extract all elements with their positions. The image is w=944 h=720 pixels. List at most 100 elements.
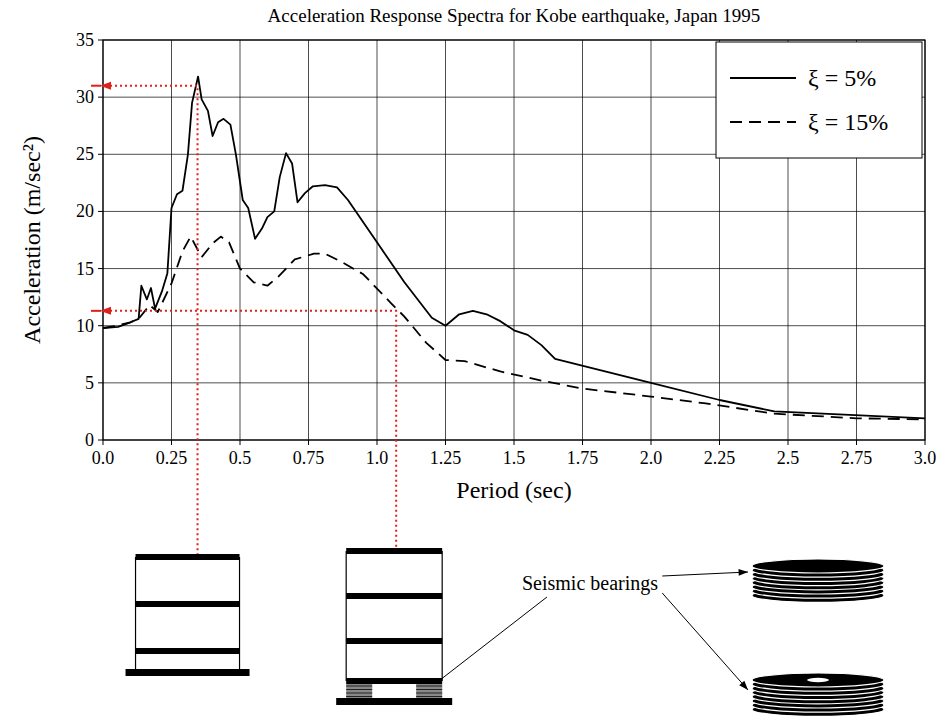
markers [91, 82, 396, 557]
x-tick [171, 440, 172, 445]
y-grid-line [103, 211, 925, 212]
x-grid-line [445, 40, 446, 440]
annotation: Seismic bearings [436, 569, 748, 690]
y-tick [98, 268, 103, 269]
y-tick [98, 382, 103, 383]
bearing-layer [346, 689, 372, 690]
leader-arrow [662, 572, 748, 576]
marker-line [105, 311, 396, 551]
x-tick-label: 0.25 [156, 448, 188, 468]
y-tick [98, 440, 103, 441]
x-tick-label: 1.25 [430, 448, 462, 468]
x-tick [308, 440, 309, 445]
plot-frame [103, 40, 925, 440]
bearing [346, 684, 372, 698]
column [442, 551, 443, 681]
bearing-layer [416, 686, 442, 687]
y-tick-label: 30 [76, 87, 94, 107]
slab [136, 648, 240, 654]
x-tick [925, 440, 926, 445]
x-tick-label: 2.75 [841, 448, 873, 468]
y-tick [98, 325, 103, 326]
slab [346, 678, 442, 684]
x-tick-label: 1.0 [366, 448, 389, 468]
x-grid-line [582, 40, 583, 440]
x-grid-line [514, 40, 515, 440]
leader-line [436, 597, 547, 683]
x-tick [377, 440, 378, 445]
column [239, 557, 240, 671]
legend-box [716, 42, 922, 158]
bearing-layer [346, 696, 372, 697]
x-tick-label: 0.0 [92, 448, 115, 468]
slab [136, 554, 240, 560]
y-tick-label: 10 [76, 316, 94, 336]
y-tick [98, 97, 103, 98]
y-grid-line [103, 268, 925, 269]
x-tick [514, 440, 515, 445]
annotation-text: Seismic bearings [522, 572, 658, 595]
column [135, 557, 136, 671]
arrow-head [738, 569, 748, 576]
series-line [103, 237, 925, 420]
y-tick [98, 154, 103, 155]
column [346, 551, 347, 681]
slab [346, 638, 442, 644]
y-tick-label: 0 [85, 430, 94, 450]
x-grid-line [651, 40, 652, 440]
title: Acceleration Response Spectra for Kobe e… [268, 5, 761, 26]
x-tick [788, 440, 789, 445]
bearing-layer [346, 686, 372, 687]
slab [346, 548, 442, 554]
x-tick [719, 440, 720, 445]
legend-label: ξ = 5% [808, 65, 876, 91]
marker-tick [91, 85, 101, 87]
bearing-layer [416, 696, 442, 697]
arrow-head [739, 681, 748, 690]
y-grid-line [103, 325, 925, 326]
bearing-layer [416, 693, 442, 694]
base-plate [336, 698, 452, 705]
slab [346, 593, 442, 599]
x-tick-label: 0.75 [293, 448, 325, 468]
x-grid-line [171, 40, 172, 440]
bearing-layer [416, 689, 442, 690]
marker-arrow [100, 82, 111, 90]
x-tick-label: 3.0 [914, 448, 937, 468]
x-grid-line [308, 40, 309, 440]
bearing-hole [807, 678, 829, 682]
x-grid-line [377, 40, 378, 440]
leader-arrow [662, 593, 748, 690]
chart-root: Acceleration Response Spectra for Kobe e… [0, 0, 944, 720]
y-tick-label: 25 [76, 144, 94, 164]
marker-tick [91, 310, 101, 312]
x-tick [240, 440, 241, 445]
y-grid-line [103, 382, 925, 383]
x-tick-label: 0.5 [229, 448, 252, 468]
y-tick [98, 40, 103, 41]
x-grid-line [240, 40, 241, 440]
y-axis-title: Acceleration (m/sec²) [19, 136, 45, 344]
legend-swatch [730, 121, 796, 123]
marker-line [105, 86, 198, 557]
marker-arrow [100, 307, 111, 315]
x-tick-label: 2.25 [704, 448, 736, 468]
bearing-disk [752, 673, 884, 687]
x-axis-title: Period (sec) [456, 477, 571, 503]
base-plate [126, 669, 250, 676]
slab [136, 601, 240, 607]
grid [98, 40, 925, 445]
x-tick-label: 2.5 [777, 448, 800, 468]
bearing-disk [752, 559, 884, 573]
x-tick-label: 1.75 [567, 448, 599, 468]
y-tick-label: 5 [85, 373, 94, 393]
x-tick [856, 440, 857, 445]
bearing-layer [346, 693, 372, 694]
y-tick-label: 20 [76, 201, 94, 221]
x-tick [651, 440, 652, 445]
buildings [126, 548, 884, 716]
x-tick [445, 440, 446, 445]
legend: ξ = 5%ξ = 15% [716, 42, 922, 158]
x-tick [103, 440, 104, 445]
y-tick-label: 35 [76, 30, 94, 50]
